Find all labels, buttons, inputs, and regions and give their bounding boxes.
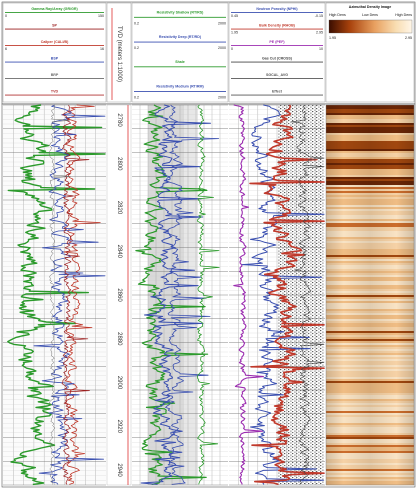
depth-label: 2880 [116, 332, 122, 346]
curve-name-t1-1: SP [52, 23, 57, 27]
curve-name-t2-1: Resistivity Deep (RT/RD) [159, 35, 202, 39]
track1-header: Gamma Ray/Array (GR/GR) 0 150 SP Caliper (CA… [5, 7, 104, 96]
image-scale-label-mid: Low Dens [362, 13, 378, 17]
curve-max-t2-1: 2000 [218, 46, 226, 50]
azimuthal-density-image [325, 104, 415, 486]
caliper-curve [62, 104, 101, 485]
depth-label: 2800 [116, 157, 122, 171]
depth-track: 2780 2800 2820 2840 2860 2880 2900 2920 2940 TVD… [106, 8, 132, 486]
depth-label: 2920 [116, 420, 122, 434]
depth-label: 2780 [116, 113, 122, 127]
curve-min-t1-2: 6 [5, 47, 7, 51]
density-color-scale [328, 19, 413, 34]
curve-min-t1-0: 0 [5, 14, 7, 18]
depth-label: 2840 [116, 245, 122, 259]
curve-name-t1-5: TVD [51, 89, 59, 93]
depth-label: 2900 [116, 376, 122, 390]
brp-curve [49, 104, 71, 485]
curve-name-t1-0: Gamma Ray/Array (GR/GR) [31, 7, 78, 11]
image-scale-min: 1.95 [329, 36, 336, 40]
bsp-curve [33, 104, 106, 485]
image-scale-label-left: High Dens [329, 13, 346, 17]
curve-max-t1-0: 150 [98, 14, 104, 18]
pe-curve [233, 104, 264, 485]
resistivity-deep-curve [140, 104, 211, 485]
image-track-header: Azimuthal Density Image High Dens Low De… [328, 5, 413, 40]
track2-header: Resistivity Shallow (RT/RS) 0.2 2000 Resist… [134, 10, 226, 100]
sp-curve [61, 104, 90, 485]
curve-min-t3-0: 0.45 [231, 14, 238, 18]
image-track-title: Azimuthal Density Image [349, 5, 392, 9]
curve-max-t1-2: 16 [100, 47, 104, 51]
curve-max-t2-0: 2000 [218, 21, 226, 25]
curve-max-t2-3: 2000 [218, 96, 226, 100]
gamma-ray-curve [7, 104, 106, 486]
depth-label: 2940 [116, 463, 122, 477]
curve-max-t3-1: 2.95 [316, 31, 323, 35]
curve-name-t3-1: Bulk Density (RHOB) [259, 23, 296, 27]
curve-min-t2-0: 0.2 [134, 21, 139, 25]
curve-name-t1-4: BRP [51, 73, 59, 77]
track2-resistivity [132, 104, 228, 486]
curve-name-t2-0: Resistivity Shallow (RT/RS) [157, 10, 205, 14]
curve-name-t3-5: Effect [272, 89, 283, 93]
curve-min-t3-2: 0 [231, 47, 233, 51]
curve-name-t3-3: Gas Cut (CROSS) [262, 56, 293, 60]
bulk-density-curve [249, 104, 325, 486]
depth-label: 2860 [116, 288, 122, 302]
log-body: 2780 2800 2820 2840 2860 2880 2900 2920 2940 TVD… [1, 8, 416, 488]
depth-label: 2820 [116, 201, 122, 215]
neutron-porosity-curve [241, 104, 325, 485]
curve-max-t3-0: -0.15 [315, 14, 323, 18]
track1-gamma-caliper [3, 104, 106, 486]
track3-header: Neutron Porosity (NPHI) 0.45 -0.15 Bulk Den… [231, 7, 323, 96]
curve-name-t1-2: Caliper (CALI/B) [41, 40, 69, 44]
log-header: Gamma Ray/Array (GR/GR) 0 150 SP Caliper (CA… [1, 1, 416, 105]
curve-name-t1-3: BSP [51, 56, 59, 60]
curve-min-t3-1: 1.95 [231, 31, 238, 35]
curve-min-t2-1: 0.2 [134, 46, 139, 50]
shale-curve [196, 104, 220, 485]
curve-name-t2-3: Resistivity Medium (RT/RM) [156, 85, 204, 89]
curve-min-t2-3: 0.2 [134, 96, 139, 100]
gas-cut-curve [290, 104, 325, 485]
curve-name-t3-4: SGCAL_AVG [266, 73, 288, 77]
curve-name-t3-0: Neutron Porosity (NPHI) [256, 7, 298, 11]
resistivity-medium-curve [165, 104, 220, 485]
depth-track-title: TVD (meters 1:1000) [116, 26, 122, 82]
curve-max-t3-2: 10 [319, 47, 323, 51]
image-scale-label-right: High Dens [395, 13, 412, 17]
curve-name-t3-2: PE (PEF) [269, 40, 285, 44]
track3-porosity-density [229, 104, 325, 486]
curve-name-t2-2: Shale [175, 60, 185, 64]
image-scale-max: 2.95 [405, 36, 412, 40]
